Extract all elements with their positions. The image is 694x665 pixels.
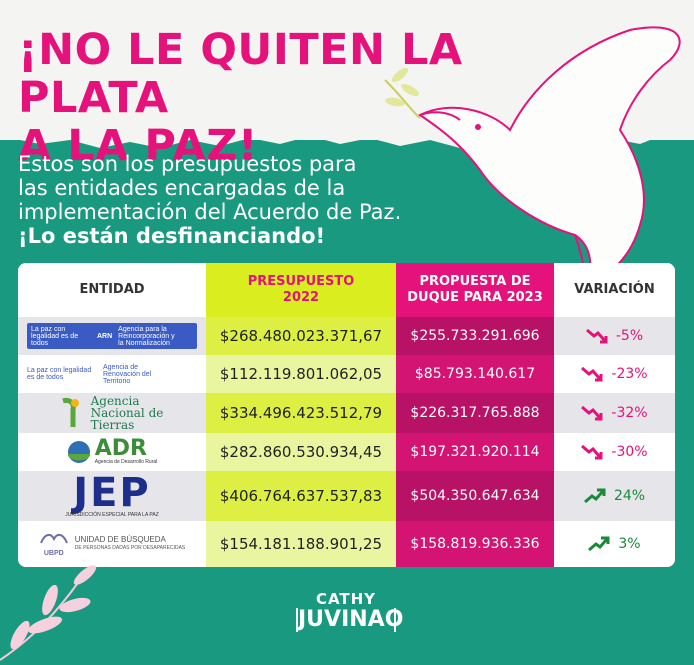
headline: ¡NO LE QUITEN LA PLATA A LA PAZ! xyxy=(18,26,618,170)
logo-text: JEP xyxy=(73,470,151,516)
logo-text: Tierras xyxy=(90,418,135,432)
dove-illustration xyxy=(384,26,681,287)
entity-logo-arn: La paz con legalidad es de todos ARN Age… xyxy=(18,317,206,355)
adr-logo-icon xyxy=(67,441,90,463)
budget-2022: $112.119.801.062,05 xyxy=(206,355,396,393)
trend-up-icon xyxy=(583,488,606,504)
signature-logo: CATHY JUVINAO xyxy=(296,590,404,642)
header-presupuesto: PRESUPUESTO 2022 xyxy=(206,263,396,317)
header-presupuesto-line1: PRESUPUESTO xyxy=(247,274,355,289)
header-propuesta-line1: PROPUESTA DE xyxy=(419,274,531,289)
budget-2023: $158.819.936.336 xyxy=(396,521,554,567)
logo-text: Agencia xyxy=(90,394,140,408)
intro-strong: ¡Lo están desfinanciando! xyxy=(18,224,326,248)
budget-2023: $226.317.765.888 xyxy=(396,393,554,433)
table-row: UBPD UNIDAD DE BÚSQUEDA DE PERSONAS DADA… xyxy=(18,521,675,567)
budget-2023: $504.350.647.634 xyxy=(396,471,554,521)
trend-down-icon xyxy=(585,328,608,344)
intro-line-2: las entidades encargadas de la xyxy=(18,176,346,200)
variation-value: -5% xyxy=(615,328,644,344)
intro-text: Estos son los presupuestos para las enti… xyxy=(18,152,468,248)
logo-text: Agencia de Renovación del Territorio xyxy=(103,363,152,385)
variation-value: 3% xyxy=(618,536,641,552)
budget-2022: $282.860.530.934,45 xyxy=(206,433,396,471)
budget-2023: $197.321.920.114 xyxy=(396,433,554,471)
table-row: La paz con legalidad es de todos Agencia… xyxy=(18,355,675,393)
table-row: JEP JURISDICCIÓN ESPECIAL PARA LA PAZ $4… xyxy=(18,471,675,521)
budget-2022: $268.480.023.371,67 xyxy=(206,317,396,355)
budget-2022: $406.764.637.537,83 xyxy=(206,471,396,521)
logo-text: La paz con legalidad es de todos xyxy=(31,325,79,347)
entity-logo-adr: ADR Agencia de Desarrollo Rural xyxy=(18,433,206,471)
intro-line-3: implementación del Acuerdo de Paz. xyxy=(18,200,402,224)
table-row: ADR Agencia de Desarrollo Rural $282.860… xyxy=(18,433,675,471)
budget-2023: $255.733.291.696 xyxy=(396,317,554,355)
header-variacion: VARIACIÓN xyxy=(554,263,675,317)
header-presupuesto-line2: 2022 xyxy=(282,290,320,305)
leaf-branch-illustration xyxy=(0,565,97,661)
signature-line-2: JUVINAO xyxy=(296,607,404,632)
variation-value: -23% xyxy=(611,366,648,382)
entity-logo-ubpd: UBPD UNIDAD DE BÚSQUEDA DE PERSONAS DADA… xyxy=(18,521,206,567)
intro-line-1: Estos son los presupuestos para xyxy=(18,152,357,176)
logo-text: ADR xyxy=(94,436,147,461)
ubpd-logo-icon xyxy=(39,533,68,544)
ant-logo-icon xyxy=(61,398,79,427)
logo-text: UBPD xyxy=(43,550,64,557)
variation-value: -32% xyxy=(611,405,648,421)
logo-text: Agencia de Desarrollo Rural xyxy=(94,459,158,465)
header-propuesta-line2: DUQUE PARA 2023 xyxy=(407,290,543,305)
logo-text: Agencia para la Reincorporación y la Nor… xyxy=(118,325,175,347)
entity-logo-ant: Agencia Nacional de Tierras xyxy=(18,393,206,433)
trend-up-icon xyxy=(588,536,610,552)
budget-2023: $85.793.140.617 xyxy=(396,355,554,393)
trend-down-icon xyxy=(581,366,603,382)
header-entidad: ENTIDAD xyxy=(18,263,206,317)
headline-line-2: A LA PAZ! xyxy=(18,121,259,171)
entity-logo-jep: JEP JURISDICCIÓN ESPECIAL PARA LA PAZ xyxy=(18,471,206,521)
entity-logo-art: La paz con legalidad es de todos Agencia… xyxy=(18,355,206,393)
table-row: La paz con legalidad es de todos ARN Age… xyxy=(18,317,675,355)
variation-value: -30% xyxy=(611,444,648,460)
headline-line-1: ¡NO LE QUITEN LA PLATA xyxy=(18,25,463,123)
variation-value: 24% xyxy=(613,488,646,504)
logo-text: ARN xyxy=(97,332,113,340)
budget-2022: $154.181.188.901,25 xyxy=(206,521,396,567)
budget-2022: $334.496.423.512,79 xyxy=(206,393,396,433)
logo-text: Nacional de xyxy=(90,406,164,420)
signature-line-1: CATHY xyxy=(315,590,377,608)
logo-text: JURISDICCIÓN ESPECIAL PARA LA PAZ xyxy=(65,512,159,518)
logo-text: La paz con legalidad es de todos xyxy=(27,367,92,381)
header-propuesta: PROPUESTA DE DUQUE PARA 2023 xyxy=(396,263,554,317)
logo-text: UNIDAD DE BÚSQUEDA xyxy=(74,535,166,544)
trend-down-icon xyxy=(581,444,603,460)
table-header: ENTIDAD PRESUPUESTO 2022 PROPUESTA DE DUQU… xyxy=(18,263,675,317)
budget-table: ENTIDAD PRESUPUESTO 2022 PROPUESTA DE DUQU… xyxy=(18,263,675,567)
table-row: Agencia Nacional de Tierras $334.496.423… xyxy=(18,393,675,433)
trend-down-icon xyxy=(581,405,603,421)
logo-text: DE PERSONAS DADAS POR DESAPARECIDAS xyxy=(74,545,186,551)
